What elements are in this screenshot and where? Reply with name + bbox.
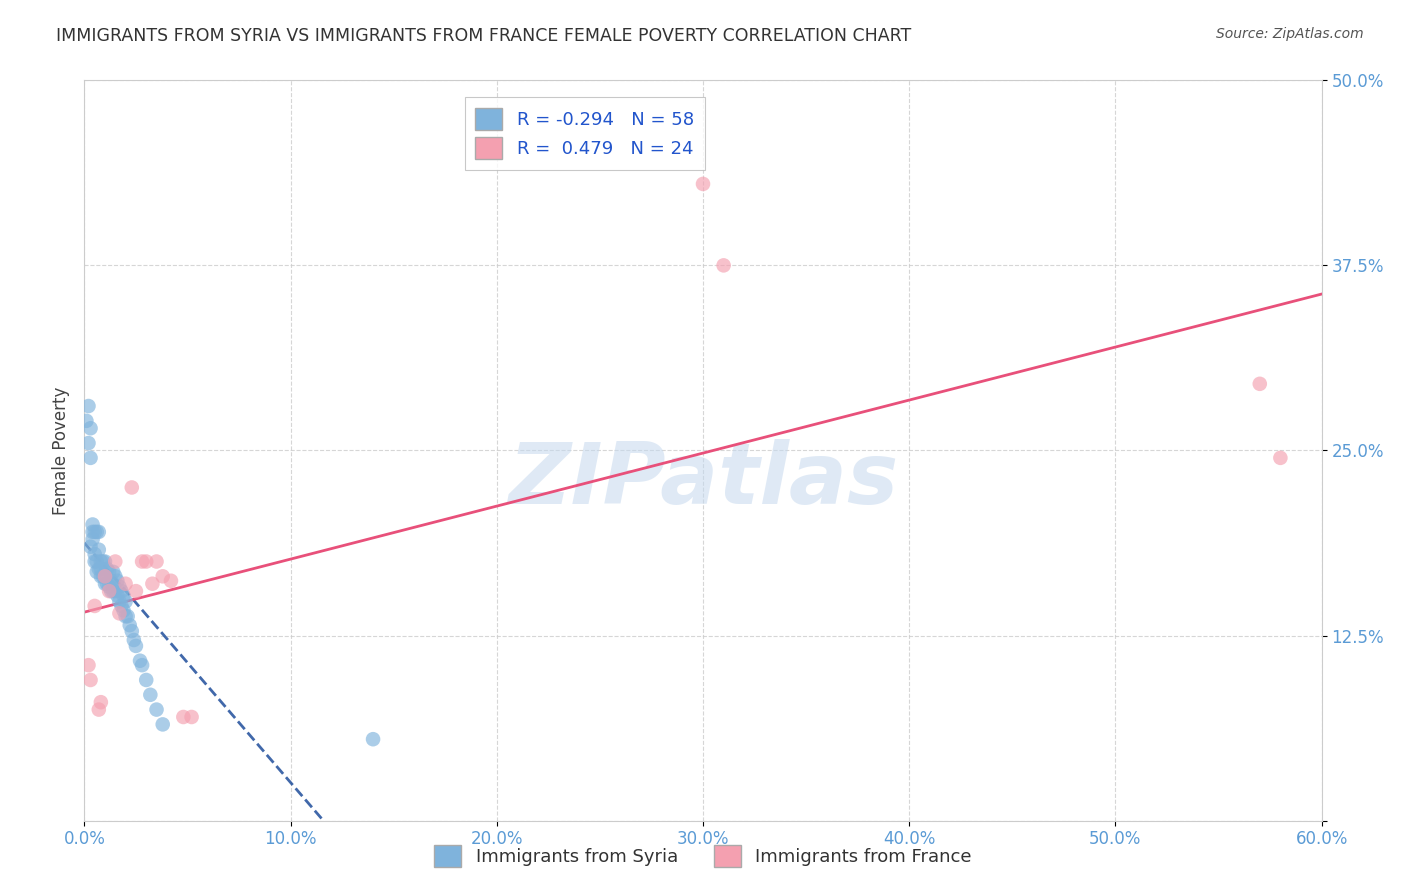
Point <box>98 565 121 579</box>
Point <box>86 565 108 579</box>
Point <box>105 589 128 603</box>
Point <box>91 555 114 569</box>
Point <box>87 703 110 717</box>
Point <box>82 517 104 532</box>
Point <box>108 607 131 621</box>
Point <box>79 450 101 465</box>
Point <box>87 542 110 557</box>
Point <box>135 673 157 687</box>
Text: ZIPatlas: ZIPatlas <box>508 439 898 522</box>
Point <box>121 624 143 639</box>
Text: IMMIGRANTS FROM SYRIA VS IMMIGRANTS FROM FRANCE FEMALE POVERTY CORRELATION CHART: IMMIGRANTS FROM SYRIA VS IMMIGRANTS FROM… <box>56 27 911 45</box>
Point <box>117 609 139 624</box>
Y-axis label: Female Poverty: Female Poverty <box>52 386 70 515</box>
Point <box>94 576 117 591</box>
Point <box>108 594 131 608</box>
Point <box>160 574 183 588</box>
Point <box>100 584 122 599</box>
Point <box>79 540 101 554</box>
Point <box>98 584 121 599</box>
Point <box>77 658 100 673</box>
Point <box>79 673 101 687</box>
Point <box>118 618 141 632</box>
Point <box>131 658 153 673</box>
Point <box>90 569 112 583</box>
Point <box>112 603 135 617</box>
Point <box>180 710 202 724</box>
Point <box>86 524 108 539</box>
Point <box>114 576 136 591</box>
Point <box>105 574 128 588</box>
Point <box>104 555 127 569</box>
Point <box>82 524 104 539</box>
Point <box>145 703 167 717</box>
Point <box>94 569 117 583</box>
Point <box>83 547 105 561</box>
Point <box>114 594 136 608</box>
Point <box>1249 376 1271 391</box>
Point <box>86 555 108 569</box>
Point <box>110 599 132 613</box>
Point <box>87 562 110 576</box>
Point <box>152 717 174 731</box>
Point <box>1270 450 1292 465</box>
Point <box>96 562 118 576</box>
Point <box>125 639 148 653</box>
Point <box>94 569 117 583</box>
Point <box>77 436 100 450</box>
Legend: Immigrants from Syria, Immigrants from France: Immigrants from Syria, Immigrants from F… <box>427 838 979 874</box>
Point <box>82 533 104 547</box>
Point <box>83 524 105 539</box>
Point <box>692 177 714 191</box>
Point <box>114 609 136 624</box>
Point <box>131 555 153 569</box>
Point <box>713 259 735 273</box>
Point <box>122 632 145 647</box>
Text: Source: ZipAtlas.com: Source: ZipAtlas.com <box>1216 27 1364 41</box>
Point <box>98 580 121 594</box>
Point <box>75 414 97 428</box>
Point <box>361 732 384 747</box>
Point <box>172 710 194 724</box>
Point <box>135 555 157 569</box>
Point <box>103 565 125 579</box>
Point <box>152 569 174 583</box>
Legend: R = -0.294   N = 58, R =  0.479   N = 24: R = -0.294 N = 58, R = 0.479 N = 24 <box>464 96 704 169</box>
Point <box>104 584 127 599</box>
Point <box>125 584 148 599</box>
Point <box>103 584 125 599</box>
Point <box>139 688 162 702</box>
Point <box>94 555 117 569</box>
Point <box>112 589 135 603</box>
Point <box>90 555 112 569</box>
Point <box>87 524 110 539</box>
Point <box>83 599 105 613</box>
Point <box>96 576 118 591</box>
Point <box>79 421 101 435</box>
Point <box>108 580 131 594</box>
Point <box>91 569 114 583</box>
Point <box>90 562 112 576</box>
Point <box>110 584 132 599</box>
Point <box>145 555 167 569</box>
Point <box>90 695 112 709</box>
Point <box>141 576 163 591</box>
Point <box>83 555 105 569</box>
Point <box>104 569 127 583</box>
Point <box>77 399 100 413</box>
Point <box>121 480 143 494</box>
Point <box>100 574 122 588</box>
Point <box>129 654 152 668</box>
